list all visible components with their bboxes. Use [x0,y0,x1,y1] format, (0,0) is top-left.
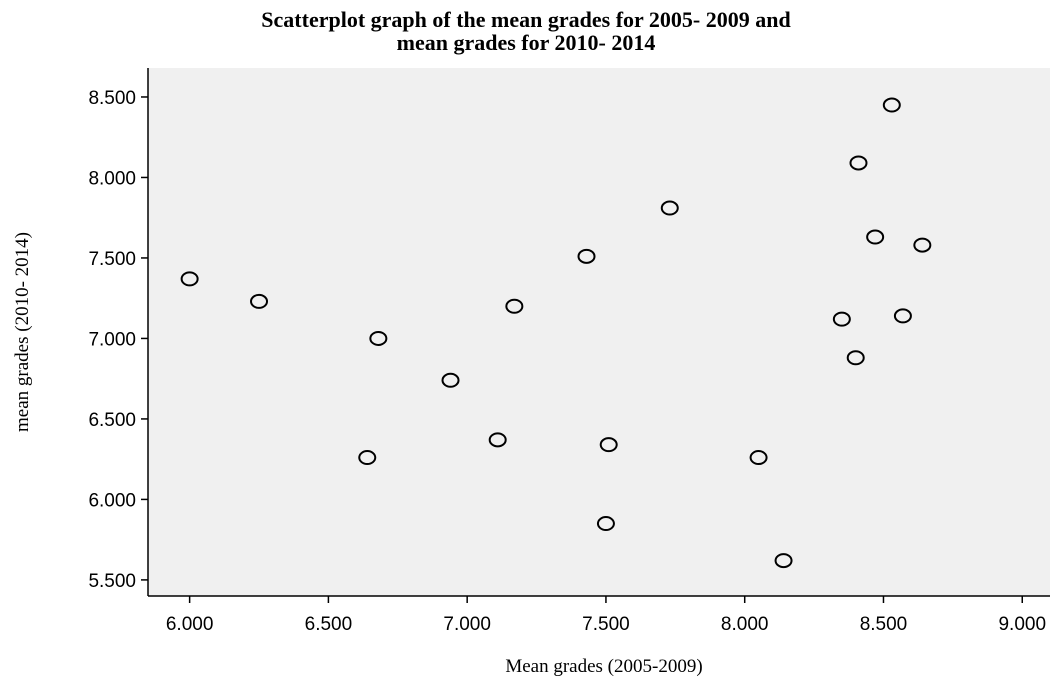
x-tick-label: 6.000 [166,614,214,635]
y-axis-ticks: 5.500 6.000 6.500 7.000 7.500 8.000 8.500 [88,88,148,592]
y-tick-label: 5.500 [88,571,136,592]
data-point [882,97,901,113]
data-point [774,553,793,569]
x-tick-label: 9.000 [998,614,1046,635]
chart-title-line-1: Scatterplot graph of the mean grades for… [261,7,790,32]
data-point [358,450,377,466]
x-tick-label: 7.500 [582,614,630,635]
y-tick-label: 8.000 [88,168,136,189]
y-tick-label: 8.500 [88,88,136,109]
data-point [488,432,507,448]
x-tick-label: 8.000 [721,614,769,635]
x-tick-label: 8.500 [860,614,908,635]
data-point [749,450,768,466]
plot-area [148,68,1050,596]
data-point [832,311,851,327]
y-tick-label: 7.500 [88,249,136,270]
data-point [577,248,596,264]
data-point [505,298,524,314]
y-tick-label: 7.000 [88,329,136,350]
data-point [846,350,865,366]
data-point [913,237,932,253]
data-point [660,200,679,216]
x-axis-ticks: 6.000 6.500 7.000 7.500 8.000 8.500 9.000 [166,596,1046,635]
y-tick-label: 6.000 [88,490,136,511]
y-tick-label: 6.500 [88,410,136,431]
y-axis-title: mean grades (2010- 2014) [12,232,33,432]
chart-title-line-2: mean grades for 2010- 2014 [397,30,656,55]
data-point [180,271,199,287]
x-tick-label: 6.500 [305,614,353,635]
data-point [893,308,912,324]
data-point [369,330,388,346]
data-point [849,155,868,171]
data-points [180,97,932,569]
data-point [441,372,460,388]
data-point [866,229,885,245]
data-point [250,293,269,309]
x-axis-title: Mean grades (2005-2009) [505,656,702,677]
x-tick-label: 7.000 [443,614,491,635]
data-point [599,437,618,453]
data-point [596,516,615,532]
